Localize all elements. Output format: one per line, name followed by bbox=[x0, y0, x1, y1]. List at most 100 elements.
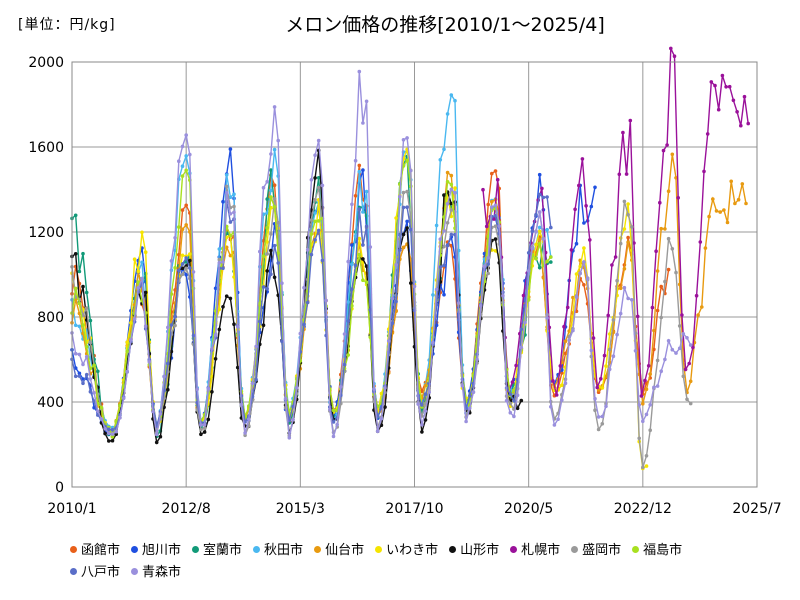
data-point bbox=[602, 353, 607, 358]
data-point bbox=[114, 419, 118, 424]
data-point bbox=[626, 296, 630, 301]
data-point bbox=[615, 332, 619, 337]
data-point bbox=[714, 209, 719, 213]
data-point bbox=[77, 374, 82, 378]
data-point bbox=[613, 255, 618, 259]
unit-label: [単位：円/kg] bbox=[18, 17, 116, 33]
data-point bbox=[272, 183, 277, 187]
data-point bbox=[607, 332, 612, 336]
data-point bbox=[677, 324, 682, 328]
data-point bbox=[77, 324, 82, 329]
data-point bbox=[617, 172, 622, 177]
data-point bbox=[217, 327, 222, 332]
data-point bbox=[680, 313, 684, 317]
data-point bbox=[213, 286, 218, 291]
data-point bbox=[709, 80, 714, 84]
data-point bbox=[493, 213, 498, 218]
data-point bbox=[630, 298, 634, 302]
data-point bbox=[630, 225, 634, 229]
data-point bbox=[125, 349, 129, 354]
data-point bbox=[545, 316, 549, 320]
data-point bbox=[269, 152, 273, 156]
data-point bbox=[331, 420, 336, 424]
data-point bbox=[537, 225, 542, 230]
data-point bbox=[423, 418, 428, 422]
data-point bbox=[534, 212, 538, 217]
data-point bbox=[228, 253, 233, 258]
data-point bbox=[184, 133, 188, 137]
data-point bbox=[644, 464, 649, 468]
data-point bbox=[663, 357, 667, 362]
data-point bbox=[184, 266, 188, 271]
data-point bbox=[549, 260, 553, 264]
data-point bbox=[537, 237, 542, 242]
data-point bbox=[711, 197, 715, 201]
data-point bbox=[635, 314, 640, 319]
data-point bbox=[607, 367, 612, 372]
data-point bbox=[243, 431, 247, 435]
data-point bbox=[258, 302, 262, 306]
data-point bbox=[269, 195, 273, 199]
data-point bbox=[409, 227, 413, 232]
data-point bbox=[173, 323, 177, 328]
data-point bbox=[269, 272, 273, 277]
data-point bbox=[206, 417, 211, 422]
data-point bbox=[140, 276, 144, 281]
data-point bbox=[357, 169, 362, 174]
data-point bbox=[445, 202, 450, 206]
data-point bbox=[265, 269, 270, 273]
data-point bbox=[687, 361, 691, 366]
data-point bbox=[434, 223, 439, 228]
data-point bbox=[316, 219, 321, 223]
line-chart: 0 400 800 1200 1600 2000 2010/1 2012/8 2015/3 201… bbox=[28, 46, 782, 517]
legend-marker-icon bbox=[449, 546, 457, 553]
data-point bbox=[563, 381, 568, 386]
data-point bbox=[552, 423, 557, 427]
data-point bbox=[615, 278, 619, 283]
data-point bbox=[716, 107, 721, 112]
data-point bbox=[191, 270, 196, 274]
data-point bbox=[562, 324, 566, 329]
data-point bbox=[589, 204, 594, 209]
data-point bbox=[556, 417, 560, 422]
legend-label: 八戸市 bbox=[81, 565, 121, 580]
data-point bbox=[537, 241, 542, 246]
data-point bbox=[676, 196, 680, 200]
legend-marker-icon bbox=[192, 546, 200, 553]
legend-marker-icon bbox=[571, 546, 579, 553]
data-point bbox=[442, 193, 446, 197]
data-point bbox=[578, 271, 582, 276]
data-point bbox=[626, 240, 630, 244]
data-point bbox=[361, 210, 365, 214]
data-point bbox=[641, 465, 645, 470]
data-point bbox=[606, 313, 610, 318]
data-point bbox=[177, 268, 181, 273]
data-point bbox=[398, 194, 402, 199]
data-point bbox=[143, 250, 148, 254]
data-point bbox=[169, 292, 174, 296]
data-point bbox=[427, 390, 432, 394]
data-point bbox=[526, 251, 531, 255]
data-point bbox=[618, 241, 623, 246]
data-point bbox=[184, 154, 188, 158]
data-point bbox=[394, 216, 398, 220]
data-point bbox=[526, 298, 531, 302]
data-point bbox=[364, 189, 369, 194]
data-point bbox=[588, 238, 592, 242]
data-point bbox=[309, 252, 314, 257]
data-point bbox=[361, 278, 365, 283]
data-point bbox=[519, 327, 524, 332]
data-point bbox=[658, 200, 662, 205]
data-point bbox=[166, 387, 170, 392]
data-point bbox=[294, 386, 299, 390]
series-11 bbox=[70, 69, 693, 440]
data-point bbox=[659, 315, 663, 320]
data-point bbox=[191, 333, 196, 338]
data-point bbox=[584, 204, 588, 208]
data-point bbox=[596, 427, 601, 432]
legend-label: 仙台市 bbox=[325, 543, 365, 558]
data-point bbox=[729, 179, 733, 184]
data-point bbox=[379, 423, 384, 428]
data-point bbox=[357, 252, 362, 257]
data-point bbox=[420, 430, 424, 434]
